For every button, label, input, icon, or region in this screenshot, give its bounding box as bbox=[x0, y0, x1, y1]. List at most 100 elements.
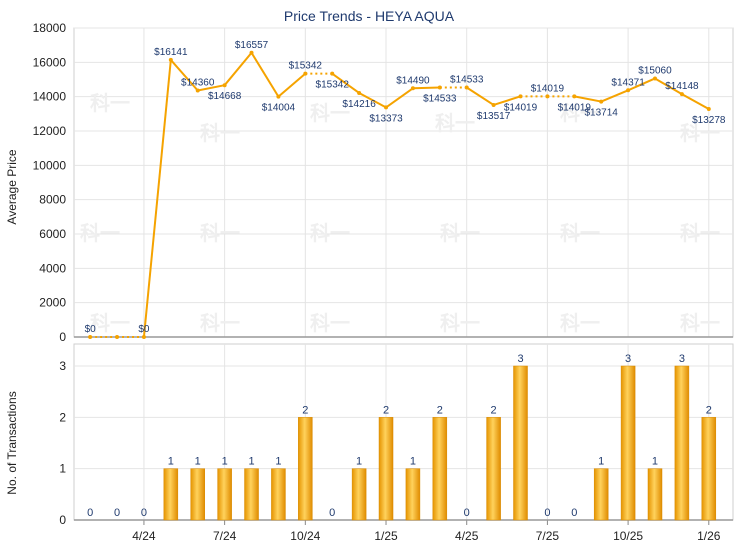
price-line-segment bbox=[170, 59, 199, 92]
price-point bbox=[222, 83, 227, 88]
transactions-y-tick-label: 3 bbox=[59, 359, 66, 373]
price-line-segment bbox=[142, 59, 172, 338]
transaction-count-label: 0 bbox=[87, 507, 93, 519]
transactions-panel: 0 1 2 3 4/24 7/24 10/24 1/25 4/25 7/25 10/25 1/26 No… bbox=[5, 343, 734, 543]
transaction-count-label: 2 bbox=[302, 404, 308, 416]
price-data-label: $14533 bbox=[450, 75, 484, 86]
transaction-bar bbox=[513, 365, 528, 521]
watermark: 科一 bbox=[200, 311, 240, 335]
price-point bbox=[357, 90, 362, 95]
transaction-count-label: 2 bbox=[383, 404, 389, 416]
price-line-segment bbox=[627, 77, 656, 92]
watermark: 科一 bbox=[440, 221, 480, 245]
price-line-segment bbox=[250, 52, 280, 98]
x-tick-label: 1/25 bbox=[374, 529, 398, 543]
price-line-segment bbox=[277, 72, 306, 98]
transaction-bar bbox=[190, 468, 205, 521]
price-y-axis-label: Average Price bbox=[5, 149, 19, 224]
watermark: 科一 bbox=[680, 221, 720, 245]
price-point bbox=[626, 88, 631, 93]
price-data-label: $14148 bbox=[665, 81, 699, 92]
price-data-label: $14019 bbox=[531, 83, 565, 94]
transaction-bar bbox=[405, 468, 421, 521]
price-data-label: $14371 bbox=[611, 77, 645, 88]
transaction-count-label: 0 bbox=[571, 507, 577, 519]
transactions-y-axis-label: No. of Transactions bbox=[5, 391, 19, 494]
transaction-bar bbox=[432, 417, 448, 521]
price-data-label: $14019 bbox=[504, 102, 538, 113]
transaction-bar bbox=[701, 417, 717, 521]
price-point bbox=[303, 71, 308, 76]
price-point bbox=[249, 50, 254, 55]
transaction-bar bbox=[271, 468, 286, 521]
price-data-label: $15342 bbox=[316, 80, 350, 91]
watermark: 科一 bbox=[680, 121, 720, 145]
price-point bbox=[195, 88, 200, 93]
price-data-label: $14216 bbox=[342, 99, 376, 110]
watermark: 科一 bbox=[560, 221, 600, 245]
x-tick-label: 1/26 bbox=[697, 529, 721, 543]
price-line-segment bbox=[681, 93, 710, 110]
transaction-bar bbox=[647, 468, 663, 521]
transaction-bar bbox=[620, 365, 636, 521]
price-panel: 0 2000 4000 6000 8000 10000 12000 14000 16000 180… bbox=[5, 21, 734, 445]
x-tick-label: 10/25 bbox=[613, 529, 643, 543]
price-line-segment bbox=[197, 84, 225, 92]
transaction-count-label: 1 bbox=[652, 456, 658, 468]
transaction-count-label: 2 bbox=[491, 404, 497, 416]
price-data-label: $14004 bbox=[262, 103, 296, 114]
price-point bbox=[384, 105, 389, 110]
watermark: 科一 bbox=[90, 311, 130, 335]
price-line-segment bbox=[331, 72, 360, 94]
transaction-count-label: 1 bbox=[195, 456, 201, 468]
price-y-tick-label: 4000 bbox=[39, 261, 66, 275]
watermark: 科一 bbox=[440, 311, 480, 335]
price-y-tick-label: 0 bbox=[59, 330, 66, 344]
price-y-tick-label: 6000 bbox=[39, 227, 66, 241]
transaction-bar bbox=[486, 417, 501, 521]
price-point bbox=[545, 94, 550, 99]
price-point bbox=[410, 86, 415, 91]
price-line-segment bbox=[358, 92, 387, 109]
price-point bbox=[141, 335, 146, 339]
watermark: 科一 bbox=[200, 221, 240, 245]
price-data-label: $13714 bbox=[585, 108, 619, 119]
transaction-count-label: 0 bbox=[141, 507, 147, 519]
transactions-y-tick-label: 0 bbox=[59, 513, 66, 527]
transaction-count-label: 0 bbox=[544, 507, 550, 519]
transaction-count-label: 1 bbox=[356, 456, 362, 468]
watermark: 科一 bbox=[80, 221, 120, 245]
transaction-count-label: 1 bbox=[248, 456, 254, 468]
transaction-count-label: 1 bbox=[222, 456, 228, 468]
price-y-tick-label: 14000 bbox=[33, 90, 67, 104]
price-point bbox=[437, 85, 442, 90]
x-tick-label: 4/24 bbox=[132, 529, 156, 543]
transaction-count-label: 2 bbox=[706, 404, 712, 416]
transaction-count-label: 3 bbox=[517, 353, 523, 365]
price-point bbox=[652, 76, 657, 81]
price-data-label: $14668 bbox=[208, 91, 242, 102]
price-data-label: $14360 bbox=[181, 77, 215, 88]
price-data-label: $16557 bbox=[235, 40, 269, 51]
transaction-count-label: 1 bbox=[598, 456, 604, 468]
watermark: 科一 bbox=[90, 91, 130, 115]
transaction-bar bbox=[351, 468, 367, 521]
watermark: 科一 bbox=[680, 311, 720, 335]
price-data-label: $14019 bbox=[558, 102, 592, 113]
price-data-label: $13517 bbox=[477, 111, 511, 122]
price-plot-area bbox=[73, 27, 734, 338]
price-line-segment bbox=[654, 77, 683, 95]
price-data-label: $15342 bbox=[289, 61, 323, 72]
watermark: 科一 bbox=[200, 121, 240, 145]
transaction-count-label: 3 bbox=[679, 353, 685, 365]
transaction-count-label: 1 bbox=[410, 456, 416, 468]
price-line-segment bbox=[493, 95, 521, 106]
price-line-segment bbox=[600, 89, 629, 103]
price-line-segment bbox=[574, 95, 602, 103]
price-y-tick-label: 12000 bbox=[33, 124, 67, 138]
watermark: 科一 bbox=[310, 221, 350, 245]
transactions-y-tick-label: 2 bbox=[59, 410, 66, 424]
transaction-bar bbox=[244, 468, 259, 521]
price-line-segment bbox=[466, 86, 495, 106]
transaction-bar bbox=[163, 468, 179, 521]
